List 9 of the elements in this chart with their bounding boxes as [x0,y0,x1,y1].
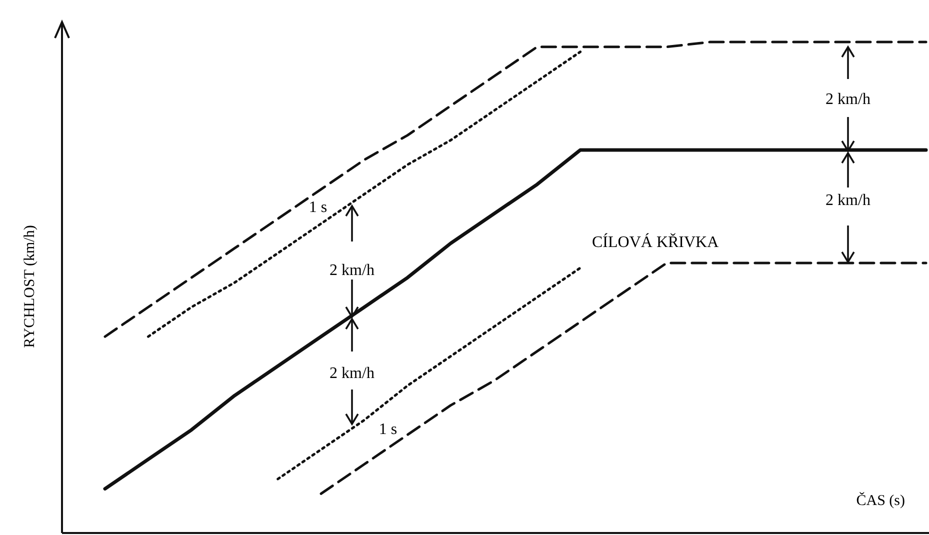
annotation: 2 km/h [330,262,374,279]
annotation: 1 s [378,421,398,438]
y-axis-title: RYCHLOST (km/h) [22,225,38,348]
x-axis-title: ČAS (s) [856,492,905,509]
annotation: 2 km/h [330,365,374,382]
annotation: 2 km/h [826,91,870,108]
annotation: 2 km/h [826,192,870,209]
annotation: CÍLOVÁ KŘIVKA [592,233,720,251]
annotation: 1 s [308,199,328,216]
